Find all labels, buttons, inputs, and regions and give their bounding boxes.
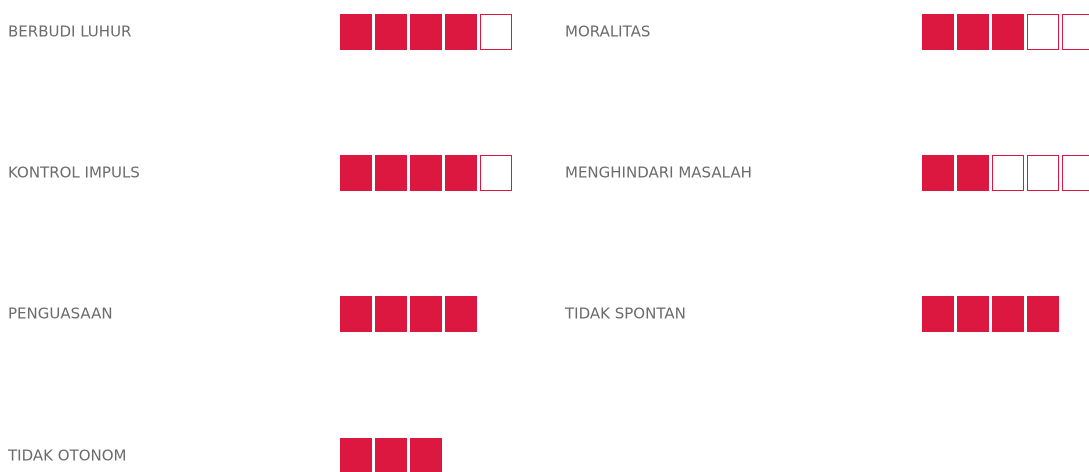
filled-box <box>922 296 954 332</box>
filled-box <box>340 14 372 50</box>
rating-label: TIDAK SPONTAN <box>564 305 686 323</box>
filled-box <box>1027 296 1059 332</box>
filled-box <box>957 155 989 191</box>
empty-box <box>480 155 512 191</box>
filled-box <box>445 14 477 50</box>
filled-box <box>957 296 989 332</box>
empty-box <box>1027 155 1059 191</box>
rating-label: TIDAK OTONOM <box>7 447 126 465</box>
rating-label: KONTROL IMPULS <box>8 164 140 182</box>
filled-box <box>375 296 407 332</box>
filled-box <box>340 155 372 191</box>
rating-label: PENGUASAAN <box>8 305 113 323</box>
filled-box <box>922 155 954 191</box>
filled-box <box>410 438 442 472</box>
filled-box <box>410 296 442 332</box>
filled-box <box>340 296 372 332</box>
filled-box <box>445 155 477 191</box>
filled-box <box>375 14 407 50</box>
empty-box <box>992 155 1024 191</box>
filled-box <box>992 296 1024 332</box>
empty-box <box>1062 155 1089 191</box>
rating-label: MENGHINDARI MASALAH <box>565 164 752 182</box>
filled-box <box>375 438 407 472</box>
filled-box <box>992 14 1024 50</box>
filled-box <box>375 155 407 191</box>
filled-box <box>340 438 372 472</box>
rating-label: BERBUDI LUHUR <box>8 23 131 41</box>
empty-box <box>1027 14 1059 50</box>
filled-box <box>922 14 954 50</box>
empty-box <box>1062 14 1089 50</box>
filled-box <box>410 155 442 191</box>
filled-box <box>957 14 989 50</box>
filled-box <box>410 14 442 50</box>
empty-box <box>480 14 512 50</box>
filled-box <box>445 296 477 332</box>
rating-label: MORALITAS <box>565 23 650 41</box>
